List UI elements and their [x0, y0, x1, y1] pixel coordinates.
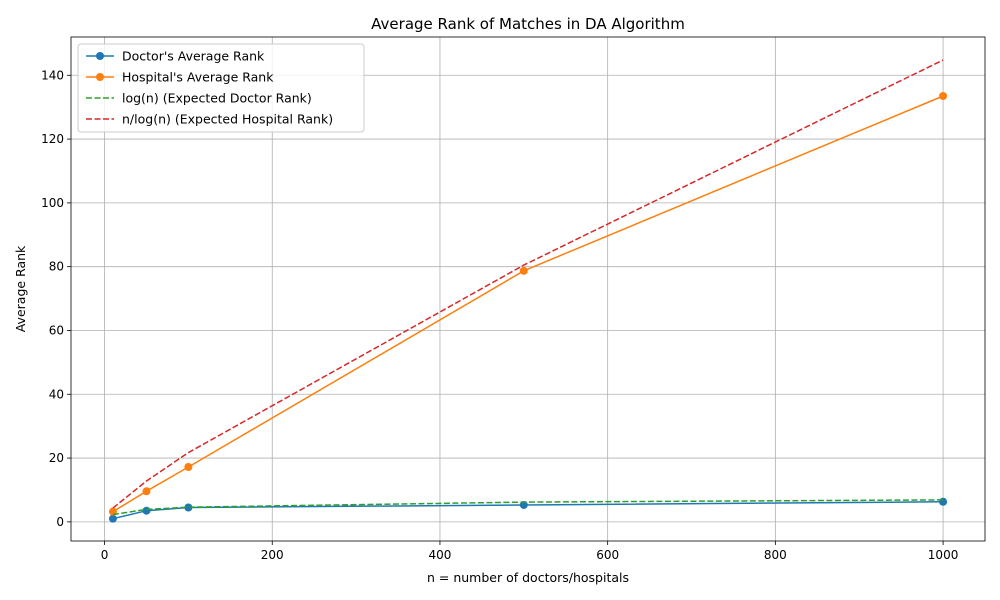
series-line-log-n-expected-doctor-rank: [112, 499, 944, 516]
grid: [71, 37, 985, 541]
y-axis: 0 20 40 60 80 100 120 140: [41, 68, 71, 529]
data-point-hospital-s-average-rank: [939, 92, 948, 101]
y-tick-label: 0: [56, 515, 64, 529]
legend-marker: [96, 73, 104, 81]
x-tick-label: 0: [101, 548, 109, 562]
y-tick-label: 100: [41, 196, 64, 210]
legend-marker: [96, 52, 104, 60]
y-tick-label: 20: [49, 451, 64, 465]
y-tick-label: 40: [49, 387, 64, 401]
data-point-doctor-s-average-rank: [519, 500, 528, 509]
data-point-doctor-s-average-rank: [939, 497, 948, 506]
legend-entry-label: log(n) (Expected Doctor Rank): [122, 91, 312, 106]
legend: Doctor's Average Rank Hospital's Average …: [77, 43, 365, 133]
legend-entry-label: n/log(n) (Expected Hospital Rank): [122, 112, 333, 127]
x-tick-label: 1000: [928, 548, 959, 562]
data-point-doctor-s-average-rank: [184, 503, 193, 512]
x-axis-label: n = number of doctors/hospitals: [427, 570, 629, 585]
x-tick-label: 800: [764, 548, 787, 562]
data-point-hospital-s-average-rank: [519, 266, 528, 275]
y-tick-label: 140: [41, 68, 64, 82]
series-line-n-log-n-expected-hospital-rank: [112, 59, 944, 509]
y-tick-label: 60: [49, 323, 64, 337]
chart-title: Average Rank of Matches in DA Algorithm: [371, 15, 685, 33]
y-tick-label: 120: [41, 132, 64, 146]
y-axis-label: Average Rank: [13, 245, 28, 332]
data-point-hospital-s-average-rank: [184, 462, 193, 471]
x-tick-label: 200: [261, 548, 284, 562]
plot-frame: [70, 36, 986, 542]
legend-entry-label: Hospital's Average Rank: [122, 70, 274, 85]
y-tick-label: 80: [49, 260, 64, 274]
data-point-hospital-s-average-rank: [142, 487, 151, 496]
legend-entry-label: Doctor's Average Rank: [122, 49, 265, 64]
plot-area: [108, 59, 948, 523]
data-point-doctor-s-average-rank: [108, 514, 117, 523]
x-tick-label: 400: [429, 548, 452, 562]
legend-box: [77, 43, 365, 133]
x-axis: 0 200 400 600 800 1000: [101, 541, 959, 562]
x-tick-label: 600: [596, 548, 619, 562]
data-point-doctor-s-average-rank: [142, 506, 151, 515]
